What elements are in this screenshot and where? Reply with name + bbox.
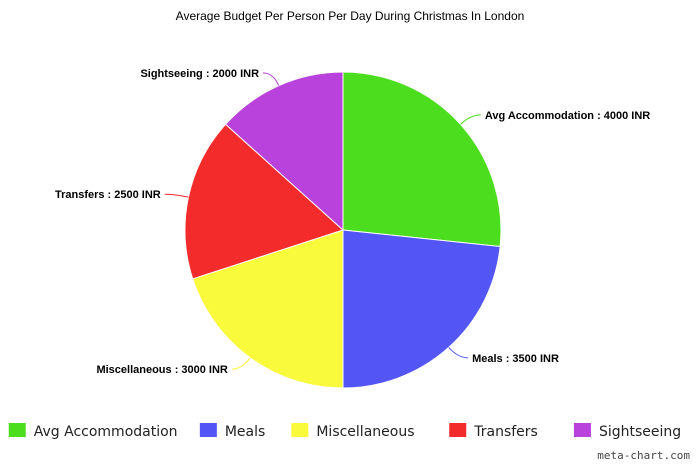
legend-label-miscellaneous: Miscellaneous	[316, 424, 414, 440]
slice-label-sightseeing: Sightseeing : 2000 INR	[140, 68, 259, 80]
pie-slice-meals	[342, 229, 501, 389]
legend: Avg Accommodation Meals Miscellaneous Trans…	[8, 423, 681, 440]
legend-swatch-sightseeing	[573, 423, 591, 437]
pie-slice-avg-accommodation	[342, 71, 502, 248]
legend-label-sightseeing: Sightseeing	[599, 424, 681, 440]
leader-line-avg-accommodation	[460, 114, 481, 125]
pie-slice-miscellaneous	[192, 229, 344, 389]
leader-line-transfers	[164, 193, 189, 198]
pie-slice-transfers	[184, 123, 344, 280]
leader-line-meals	[448, 347, 469, 359]
slice-label-transfers: Transfers : 2500 INR	[55, 189, 161, 201]
slice-label-miscellaneous: Miscellaneous : 3000 INR	[96, 364, 227, 376]
watermark: meta-chart.com	[597, 449, 690, 462]
leader-line-miscellaneous	[231, 357, 251, 370]
slice-label-avg-accommodation: Avg Accommodation : 4000 INR	[485, 110, 650, 122]
pie-slices	[184, 71, 502, 389]
legend-swatch-avg-accommodation	[8, 423, 26, 437]
legend-label-meals: Meals	[225, 424, 265, 440]
leader-line-sightseeing	[263, 72, 280, 86]
legend-label-transfers: Transfers	[473, 424, 538, 440]
legend-swatch-transfers	[449, 423, 467, 437]
slice-labels: Avg Accommodation : 4000 INR Meals : 3500…	[55, 68, 650, 376]
slice-label-meals: Meals : 3500 INR	[472, 353, 559, 365]
legend-label-avg-accommodation: Avg Accommodation	[34, 424, 178, 440]
legend-swatch-miscellaneous	[291, 423, 309, 437]
legend-swatch-meals	[199, 423, 217, 437]
chart-title: Average Budget Per Person Per Day During…	[176, 9, 525, 23]
pie-slice-sightseeing	[224, 71, 344, 232]
